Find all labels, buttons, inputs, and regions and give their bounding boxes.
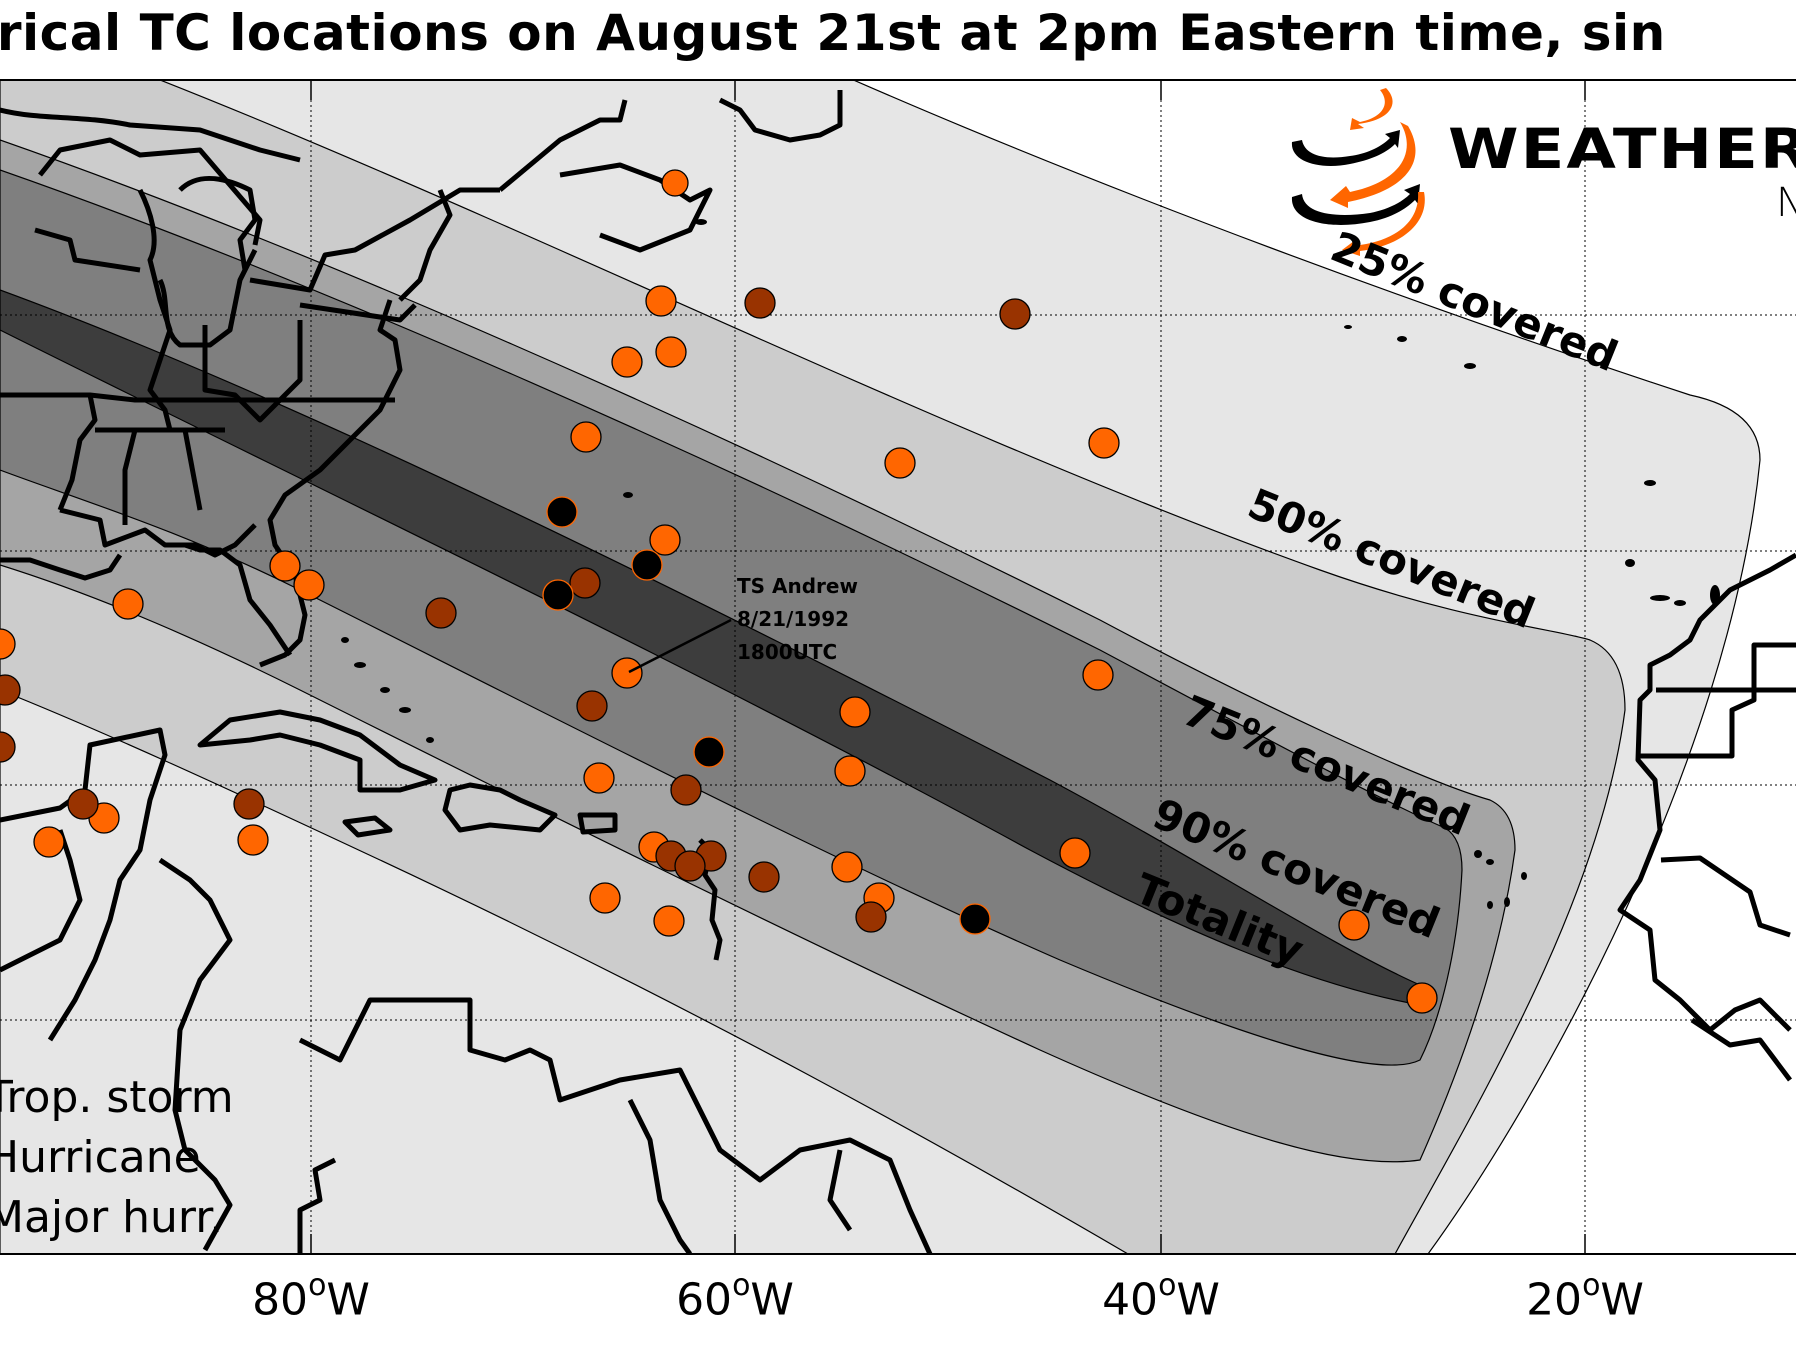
legend-tropical-storm: Trop. storm — [0, 1072, 234, 1123]
x-tick-60w: 60oW — [676, 1268, 794, 1326]
tropical-storm-markers — [0, 169, 1438, 1014]
major-hurricane-markers — [542, 496, 991, 935]
hurricane-markers — [0, 287, 1031, 933]
storm-markers — [0, 169, 1438, 1014]
x-tick-40w: 40oW — [1102, 1268, 1220, 1326]
ts-andrew-annotation: TS Andrew 8/21/1992 1800UTC — [737, 574, 858, 664]
logo-wordmark: WEATHER — [1448, 118, 1796, 182]
x-tick-80w: 80oW — [252, 1268, 370, 1326]
logo-subtitle: N — [1776, 180, 1796, 226]
x-tick-20w: 20oW — [1526, 1268, 1644, 1326]
chart-title-text: orical TC locations on August 21st at 2p… — [0, 4, 1666, 62]
coastlines-and-borders — [0, 90, 1796, 1254]
annotation-leader-line — [628, 618, 732, 674]
annotation-date: 8/21/1992 — [737, 607, 849, 631]
small-islands — [341, 219, 1720, 909]
chart-title: orical TC locations on August 21st at 2p… — [0, 4, 1796, 74]
annotation-name: TS Andrew — [737, 574, 858, 598]
nova-scotia-marker — [661, 169, 689, 197]
swirl-arrows-globe-icon — [1291, 88, 1425, 256]
graticule — [0, 80, 1796, 1254]
legend-major-hurricane: Major hurr. — [0, 1192, 224, 1243]
legend-hurricane: Hurricane — [0, 1132, 201, 1183]
annotation-time: 1800UTC — [737, 640, 837, 664]
